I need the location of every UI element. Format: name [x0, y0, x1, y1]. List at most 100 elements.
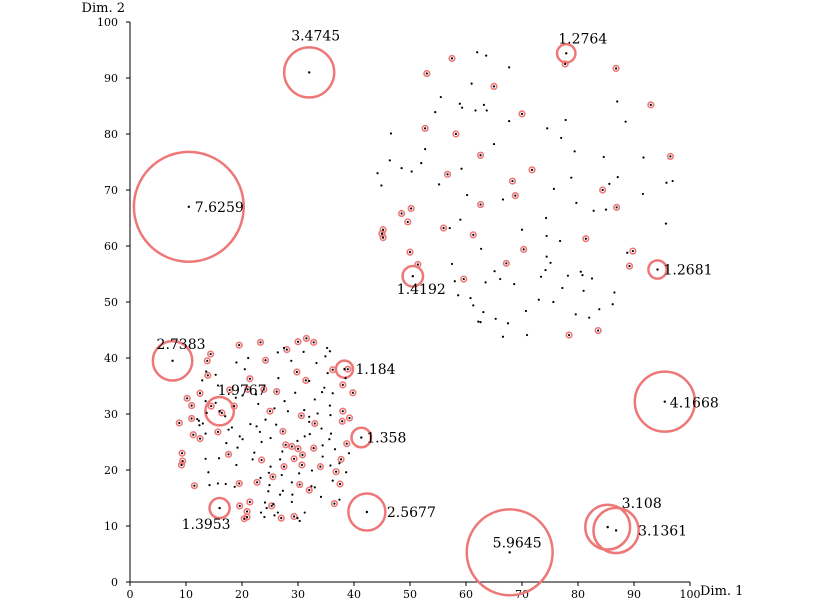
data-point: [539, 275, 543, 278]
y-tick-label: 0: [111, 576, 118, 589]
outlier-circle: [647, 259, 668, 280]
data-point: [281, 489, 284, 492]
outlier-circle: [599, 186, 607, 194]
data-point: [530, 168, 534, 171]
outlier-circle: [256, 338, 265, 346]
score-label: 1.358: [366, 431, 406, 447]
outlier-circle: [279, 427, 287, 435]
data-point: [276, 351, 279, 354]
data-point: [514, 194, 517, 197]
data-point: [611, 303, 614, 306]
data-point: [319, 495, 323, 498]
outlier-circle: [330, 500, 339, 508]
outlier-circle: [190, 482, 198, 490]
outlier-circle: [269, 473, 277, 481]
data-point: [604, 208, 608, 211]
data-point: [282, 465, 286, 468]
outlier-circle: [218, 409, 226, 417]
data-point: [513, 282, 516, 286]
outlier-circle: [290, 512, 298, 521]
data-point: [520, 228, 524, 231]
data-point: [341, 420, 344, 423]
outlier-circle: [293, 368, 301, 376]
data-point: [308, 489, 311, 492]
data-point: [328, 404, 332, 407]
data-point: [351, 391, 354, 394]
outlier-circle: [203, 357, 211, 365]
data-point: [476, 51, 479, 54]
data-point: [264, 418, 267, 421]
score-label: 5.9645: [493, 535, 542, 551]
data-point: [281, 450, 284, 453]
data-point: [308, 433, 311, 436]
data-point: [180, 452, 184, 455]
outlier-circle: [283, 346, 291, 354]
outlier-circle: [204, 371, 212, 379]
data-point: [584, 237, 587, 240]
data-point: [268, 410, 272, 413]
data-point: [508, 120, 511, 123]
outlier-circle: [336, 480, 344, 488]
data-point: [552, 187, 556, 190]
outlier-circle: [235, 479, 243, 488]
data-point: [280, 473, 283, 477]
outlier-circle: [565, 331, 573, 339]
outlier-circle: [258, 456, 266, 464]
data-point: [263, 515, 266, 519]
data-point: [233, 405, 236, 408]
y-tick-label: 30: [104, 408, 118, 421]
outlier-circle: [316, 463, 325, 471]
data-point: [235, 463, 238, 467]
data-point: [573, 150, 576, 153]
data-point: [631, 249, 634, 253]
data-point: [460, 167, 463, 170]
data-point: [565, 52, 568, 55]
data-point: [480, 247, 483, 250]
y-tick-label: 70: [104, 184, 118, 197]
data-point: [228, 388, 231, 392]
outlier-circle: [204, 395, 236, 427]
outlier-circle: [339, 381, 347, 389]
data-point: [276, 511, 279, 514]
data-point: [400, 167, 403, 170]
score-label: 1.4192: [397, 282, 446, 298]
data-point: [450, 262, 454, 266]
data-point: [602, 155, 605, 159]
score-label: 1.2681: [664, 263, 713, 279]
data-point: [470, 82, 473, 85]
y-tick-label: 10: [104, 520, 118, 533]
data-point: [190, 404, 193, 407]
data-point: [305, 337, 308, 340]
data-point: [479, 321, 482, 324]
data-point: [499, 277, 502, 281]
outlier-circle: [406, 248, 414, 256]
data-point: [282, 346, 286, 350]
data-point: [269, 436, 272, 440]
data-point: [267, 490, 270, 493]
data-point: [472, 233, 475, 236]
data-point: [238, 344, 241, 347]
data-point: [238, 504, 241, 507]
data-point: [616, 176, 619, 179]
data-point: [345, 471, 348, 474]
data-point: [424, 148, 427, 151]
data-point: [326, 372, 329, 375]
data-point: [207, 471, 210, 474]
data-point: [264, 359, 267, 362]
data-point: [308, 415, 311, 418]
data-point: [245, 515, 249, 519]
data-point: [204, 432, 207, 435]
data-point: [300, 414, 303, 417]
data-point: [340, 458, 343, 461]
data-point: [614, 529, 618, 532]
data-point: [267, 471, 270, 474]
data-point: [178, 421, 181, 425]
data-point: [290, 481, 293, 484]
data-point: [615, 206, 618, 209]
outlier-circle: [288, 442, 296, 451]
axes: 0 10 20 30 40 50 60 70 80 90 100 01020304050607080…: [82, 1, 744, 600]
data-point: [321, 444, 324, 447]
outlier-circle: [261, 356, 270, 364]
data-point: [642, 156, 645, 159]
data-points: [171, 51, 674, 554]
